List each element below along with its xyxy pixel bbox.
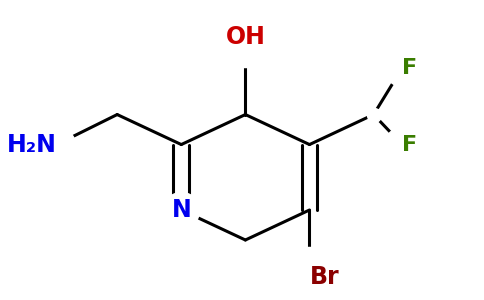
Text: F: F bbox=[402, 58, 417, 78]
Text: F: F bbox=[402, 134, 417, 154]
Text: Br: Br bbox=[309, 265, 339, 289]
Text: H₂N: H₂N bbox=[7, 133, 57, 157]
Text: OH: OH bbox=[226, 25, 265, 49]
Text: N: N bbox=[171, 198, 191, 222]
